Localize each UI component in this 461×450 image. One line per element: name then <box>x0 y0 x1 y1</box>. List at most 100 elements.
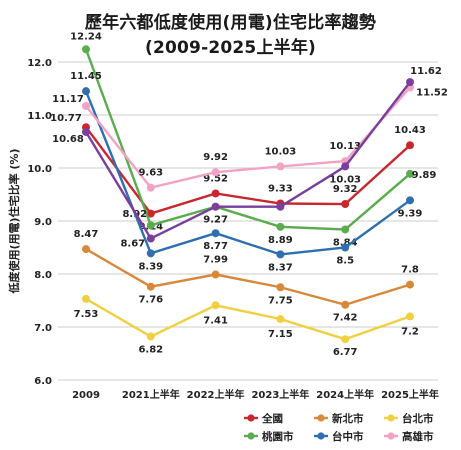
data-point <box>146 209 155 218</box>
legend-marker <box>387 414 395 422</box>
data-point <box>276 222 285 231</box>
data-label: 6.77 <box>333 347 358 358</box>
data-label: 8.77 <box>203 241 228 252</box>
data-label: 8.67 <box>120 238 145 249</box>
data-point <box>341 300 350 309</box>
data-label: 7.2 <box>401 326 419 337</box>
data-label: 8.39 <box>138 261 163 272</box>
data-point <box>146 332 155 341</box>
data-label: 8.84 <box>333 237 358 248</box>
y-tick-label: 8.0 <box>34 270 52 281</box>
data-point <box>406 280 414 289</box>
legend-marker <box>317 432 325 440</box>
data-label: 7.99 <box>203 255 228 266</box>
data-label: 9.89 <box>412 170 437 181</box>
data-label: 10.13 <box>329 141 361 152</box>
data-point <box>146 234 155 243</box>
data-point <box>341 200 350 209</box>
data-point <box>341 335 350 344</box>
data-label: 10.03 <box>329 174 361 185</box>
data-label: 7.15 <box>268 329 293 340</box>
data-label: 7.53 <box>74 309 99 320</box>
data-label: 10.77 <box>50 113 82 124</box>
series-line <box>85 86 411 189</box>
data-point <box>82 45 90 54</box>
data-point <box>82 101 90 110</box>
legend-marker <box>317 414 325 422</box>
data-label: 10.43 <box>394 125 426 136</box>
data-label: 8.89 <box>268 235 293 246</box>
data-point <box>341 162 350 171</box>
legend-marker <box>247 414 255 422</box>
series-line <box>85 248 411 306</box>
data-label: 10.03 <box>265 146 297 157</box>
data-label: 9.32 <box>333 184 358 195</box>
data-point <box>146 282 155 291</box>
y-tick-label: 7.0 <box>34 323 52 334</box>
series-line <box>84 48 411 231</box>
data-point <box>82 127 90 136</box>
legend-marker <box>247 432 255 440</box>
data-point <box>406 78 414 87</box>
legend-label: 高雄市 <box>402 430 434 443</box>
data-label: 7.41 <box>203 315 228 326</box>
data-label: 7.42 <box>333 313 358 324</box>
data-point <box>406 141 414 150</box>
data-point <box>341 243 350 252</box>
data-label: 9.52 <box>203 173 228 184</box>
data-point <box>276 250 285 259</box>
y-axis-label: 低度使用(用電)住宅比率 (%) <box>7 149 21 295</box>
data-point <box>211 229 220 238</box>
data-point <box>406 196 414 205</box>
data-label: 9.63 <box>138 168 163 179</box>
data-point <box>146 221 155 230</box>
data-label: 7.76 <box>138 295 163 306</box>
data-label: 9.39 <box>398 208 423 219</box>
data-label: 7.75 <box>268 295 293 306</box>
data-label: 11.17 <box>52 94 84 105</box>
data-label: 9.33 <box>268 184 293 195</box>
data-point <box>82 245 90 254</box>
x-tick-label: 2009 <box>72 390 100 401</box>
x-tick-label: 2023上半年 <box>251 388 309 401</box>
data-label: 12.24 <box>70 31 102 42</box>
series-line <box>84 90 411 256</box>
legend-label: 桃園市 <box>262 430 294 443</box>
data-label: 7.8 <box>401 265 419 276</box>
data-point <box>211 270 220 279</box>
y-tick-label: 10.0 <box>27 164 52 175</box>
data-point <box>276 202 285 211</box>
data-point <box>82 87 90 96</box>
data-point <box>211 168 220 177</box>
legend-label: 台北市 <box>402 412 434 425</box>
y-tick-label: 6.0 <box>34 376 52 387</box>
data-label: 8.37 <box>268 262 293 273</box>
data-label: 11.45 <box>70 71 102 82</box>
y-tick-label: 12.0 <box>27 58 52 69</box>
data-point <box>211 189 220 198</box>
chart-title: 歷年六都低度使用(用電)住宅比率趨勢 <box>84 13 377 33</box>
data-label: 8.47 <box>74 229 99 240</box>
data-point <box>211 301 220 310</box>
data-point <box>406 312 414 321</box>
data-label: 11.52 <box>416 87 448 98</box>
x-tick-label: 2021上半年 <box>122 388 180 401</box>
data-point <box>276 283 285 292</box>
data-point <box>276 162 285 171</box>
legend-label: 台中市 <box>332 430 364 443</box>
x-tick-label: 2025上半年 <box>381 388 439 401</box>
data-point <box>341 225 350 234</box>
x-tick-label: 2022上半年 <box>187 388 245 401</box>
x-tick-label: 2024上半年 <box>316 388 374 401</box>
data-label: 6.82 <box>138 345 163 356</box>
chart-subtitle: (2009-2025上半年) <box>144 38 317 58</box>
data-label: 10.68 <box>52 134 84 145</box>
legend-marker <box>387 432 395 440</box>
series-line <box>84 81 411 241</box>
legend-label: 新北市 <box>332 412 364 425</box>
data-label: 9.27 <box>203 215 228 226</box>
data-label: 8.5 <box>336 256 354 267</box>
data-point <box>211 202 220 211</box>
